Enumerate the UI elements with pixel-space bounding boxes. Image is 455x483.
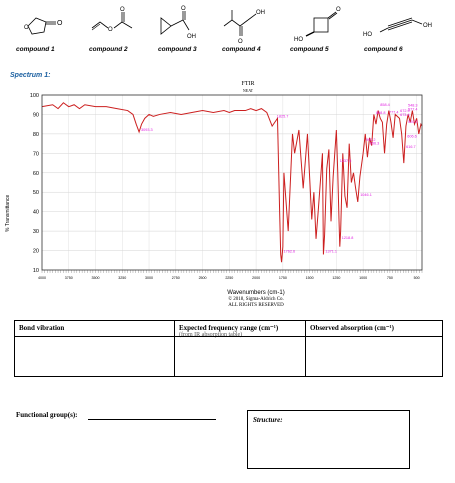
peak-label: 673.4 xyxy=(400,113,410,117)
x-tick-label: 3250 xyxy=(118,276,126,280)
compound-5-atom-o: O xyxy=(336,7,341,13)
peak-label: 992.2 xyxy=(366,138,376,142)
compound-4-label: compound 4 xyxy=(222,46,261,53)
chart-x-label: Wavenumbers (cm-1) xyxy=(227,290,285,296)
functional-groups-answer-line[interactable] xyxy=(88,419,216,420)
peak-label: 1825.7 xyxy=(277,114,289,118)
chart-y-label: % Transmittance xyxy=(5,195,11,232)
y-tick-label: 10 xyxy=(33,268,39,274)
peak-label: 858.4 xyxy=(380,103,390,107)
chart-x-ticks: 4000 3750 3500 3250 3000 2750 2500 2250 2000 1750… xyxy=(38,270,423,280)
spectrum-header-ftir: FTIR xyxy=(241,81,255,87)
x-tick-label: 500 xyxy=(414,276,420,280)
compound-2-structure: O O xyxy=(91,7,133,33)
x-tick-label: 2000 xyxy=(252,276,260,280)
x-tick-label: 3750 xyxy=(65,276,73,280)
peak-label: 577.4 xyxy=(408,107,418,111)
svg-text:O: O xyxy=(108,27,113,33)
x-tick-label: 2250 xyxy=(225,276,233,280)
peak-label: 672.9 xyxy=(400,109,410,113)
svg-text:O: O xyxy=(24,25,29,31)
functional-groups-label: Functional group(s): xyxy=(16,411,78,419)
structure-label: Structure: xyxy=(253,416,283,424)
col-expected-label: Expected frequency range (cm⁻¹) xyxy=(179,324,279,332)
compound-3-structure: O OH xyxy=(160,6,196,40)
table-header-divider xyxy=(15,336,442,337)
svg-text:O: O xyxy=(57,20,63,27)
compound-1-structure: O O xyxy=(24,17,63,35)
peak-label: 898.8 xyxy=(376,111,386,115)
structure-answer-box[interactable]: Structure: xyxy=(247,410,410,469)
col-bond-vibration-label: Bond vibration xyxy=(19,324,65,332)
spectrum-header-neat: NEAT xyxy=(242,88,254,93)
compound-3-atom-o: O xyxy=(181,6,186,12)
analysis-table: Bond vibration Expected frequency range … xyxy=(14,320,443,377)
compound-1-label: compound 1 xyxy=(16,46,55,53)
peak-label: 777.4 xyxy=(389,110,399,114)
x-tick-label: 750 xyxy=(387,276,393,280)
chart-y-ticks: 10 20 30 40 50 60 70 80 90 100 xyxy=(30,93,39,274)
y-tick-label: 20 xyxy=(33,249,39,255)
col-expected-sub: (from IR absorption table) xyxy=(179,332,243,338)
y-tick-label: 70 xyxy=(33,151,39,157)
x-tick-label: 3000 xyxy=(145,276,153,280)
y-tick-label: 30 xyxy=(33,229,39,235)
peak-label: 520.3 xyxy=(408,120,418,124)
x-tick-label: 2750 xyxy=(172,276,180,280)
compound-4-structure: OH O xyxy=(223,10,265,45)
peak-label: 1046.1 xyxy=(360,193,372,197)
compound-3-label: compound 3 xyxy=(158,46,197,53)
table-header-bond-vibration: Bond vibration xyxy=(15,321,175,376)
peak-label: 1218.8 xyxy=(342,236,354,240)
y-tick-label: 40 xyxy=(33,210,39,216)
spectrum-title: Spectrum 1: xyxy=(10,72,51,79)
peak-label: 3093.3 xyxy=(141,128,153,132)
y-tick-label: 90 xyxy=(33,112,39,118)
col-observed-label: Observed absorption (cm⁻¹) xyxy=(310,324,394,332)
svg-text:O: O xyxy=(120,7,125,13)
peak-label: 548.3 xyxy=(408,103,418,107)
y-tick-label: 80 xyxy=(33,132,39,138)
table-header-expected-range: Expected frequency range (cm⁻¹) (from IR… xyxy=(175,321,306,376)
peak-label: 1762.6 xyxy=(283,250,295,254)
x-tick-label: 1000 xyxy=(359,276,367,280)
compound-6-label: compound 6 xyxy=(364,46,403,53)
compound-5-atom-ho: HO xyxy=(294,37,303,43)
chart-frame xyxy=(41,94,423,271)
x-tick-label: 2500 xyxy=(199,276,207,280)
peak-label: 606.6 xyxy=(407,134,417,138)
compound-3-atom-oh: OH xyxy=(187,34,196,40)
x-tick-label: 4000 xyxy=(38,276,46,280)
table-header-observed: Observed absorption (cm⁻¹) xyxy=(306,321,442,376)
compound-6-atom-ho: HO xyxy=(363,32,372,38)
peak-label: 1237.5 xyxy=(340,159,352,163)
compound-5-structure: O HO xyxy=(294,7,341,43)
x-tick-label: 1750 xyxy=(279,276,287,280)
y-tick-label: 50 xyxy=(33,190,39,196)
chart-annotations: 3093.3 1825.7 1762.6 1371.1 1218.8 1237.5 1046… xyxy=(141,103,417,253)
compound-4-atom-oh: OH xyxy=(256,10,265,16)
chart-grid xyxy=(41,94,422,271)
compound-6-structure: HO OH xyxy=(363,17,432,38)
y-tick-label: 60 xyxy=(33,171,39,177)
spectrum-line xyxy=(41,102,423,263)
spectrum-footer-copyright: © 2018, Sigma-Aldrich Co. xyxy=(228,297,284,302)
x-tick-label: 1500 xyxy=(306,276,314,280)
compound-6-atom-oh: OH xyxy=(423,23,432,29)
y-tick-label: 100 xyxy=(30,93,39,99)
x-tick-label: 1250 xyxy=(332,276,340,280)
x-tick-label: 3500 xyxy=(92,276,100,280)
ir-spectrum-chart: 10 20 30 40 50 60 70 80 90 100 4000 3750 3500 3250 30… xyxy=(5,93,423,280)
peak-label: 1371.1 xyxy=(325,249,337,253)
peak-label: 956.3 xyxy=(370,142,380,146)
compound-2-label: compound 2 xyxy=(89,46,128,53)
spectrum-footer-rights: ALL RIGHTS RESERVED xyxy=(228,303,284,308)
compound-5-label: compound 5 xyxy=(290,46,329,53)
compound-4-atom-o: O xyxy=(238,39,243,45)
peak-label: 616.7 xyxy=(406,145,416,149)
